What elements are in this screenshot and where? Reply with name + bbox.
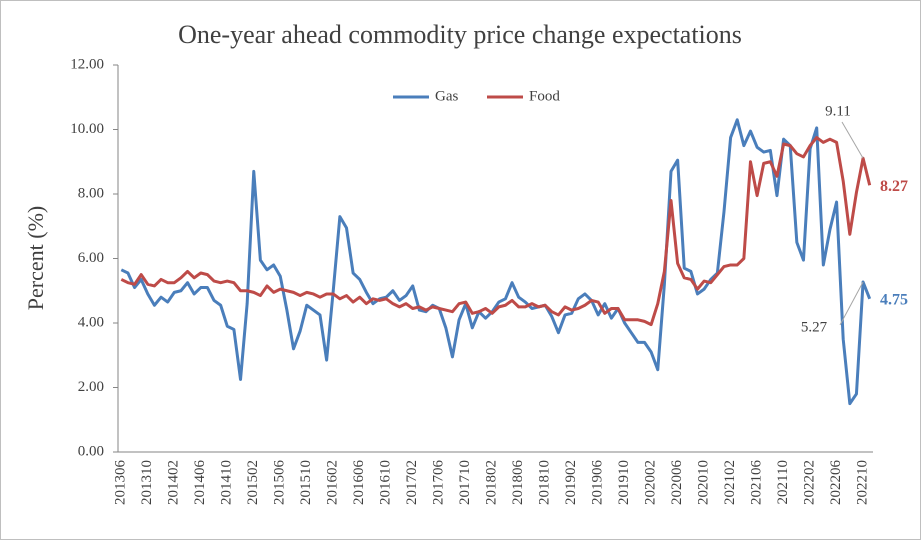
x-tick-label: 201502	[245, 460, 261, 505]
x-tick-label: 201810	[537, 460, 553, 505]
y-tick-label: 10.00	[70, 121, 104, 137]
x-tick-label: 202002	[643, 460, 659, 505]
x-tick-label: 202006	[669, 460, 685, 506]
x-tick-label: 201506	[272, 460, 288, 506]
end-label: 8.27	[880, 178, 908, 195]
x-tick-label: 201602	[325, 460, 341, 505]
y-tick-label: 2.00	[78, 379, 104, 395]
x-tick-label: 201402	[166, 460, 182, 505]
x-tick-label: 201410	[219, 460, 235, 505]
x-tick-label: 201610	[378, 460, 394, 505]
annotation: 9.11	[825, 103, 851, 119]
line-series	[120, 136, 872, 327]
x-tick-label: 202110	[775, 460, 791, 504]
x-tick-label: 201606	[351, 460, 367, 506]
x-tick-label: 201510	[298, 460, 314, 505]
x-tick-label: 201306	[113, 460, 129, 506]
y-tick-label: 12.00	[70, 56, 104, 72]
x-tick-label: 202102	[722, 460, 738, 505]
x-tick-label: 202010	[696, 460, 712, 505]
annotation-leader	[841, 121, 864, 159]
x-tick-label: 201310	[139, 460, 155, 505]
x-tick-label: 201910	[616, 460, 632, 505]
chart-title: One-year ahead commodity price change ex…	[178, 20, 742, 49]
x-tick-label: 201406	[192, 460, 208, 506]
y-tick-label: 8.00	[78, 185, 104, 201]
line-series	[120, 118, 872, 406]
y-axis-label: Percent (%)	[23, 206, 48, 310]
x-tick-label: 202106	[749, 460, 765, 506]
x-tick-label: 201710	[457, 460, 473, 505]
end-label: 4.75	[880, 291, 908, 308]
x-tick-label: 201802	[484, 460, 500, 505]
y-tick-label: 6.00	[78, 250, 104, 266]
x-tick-label: 202202	[802, 460, 818, 505]
x-tick-label: 202206	[828, 460, 844, 506]
y-tick-label: 0.00	[78, 443, 104, 459]
annotation-leader	[839, 281, 864, 326]
x-tick-label: 201706	[431, 460, 447, 506]
x-tick-label: 202210	[855, 460, 871, 505]
legend-label: Food	[529, 88, 560, 104]
x-tick-label: 201806	[510, 460, 526, 506]
y-tick-label: 4.00	[78, 314, 104, 330]
legend-label: Gas	[435, 88, 458, 104]
x-tick-label: 201902	[563, 460, 579, 505]
x-tick-label: 201702	[404, 460, 420, 505]
annotation: 5.27	[801, 319, 828, 335]
x-tick-label: 201906	[590, 460, 606, 506]
